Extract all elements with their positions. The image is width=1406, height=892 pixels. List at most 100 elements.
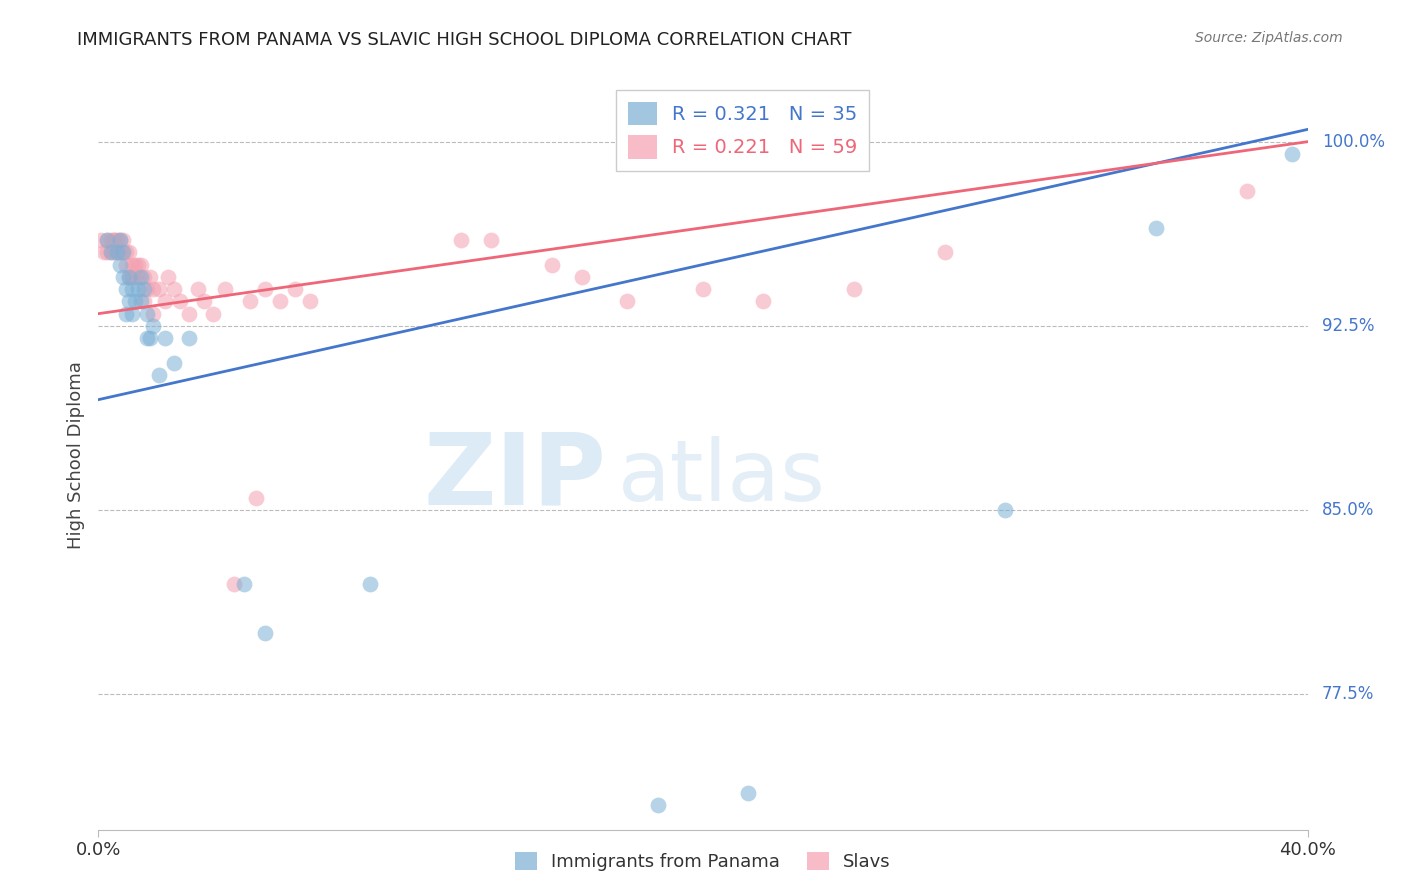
Point <box>163 282 186 296</box>
Point <box>214 282 236 296</box>
Point <box>127 282 149 296</box>
Point <box>737 786 759 800</box>
Point <box>994 503 1017 517</box>
Point <box>139 269 162 284</box>
Point <box>481 233 503 247</box>
Point <box>142 307 165 321</box>
Point <box>127 258 149 272</box>
Point <box>187 282 209 296</box>
Point <box>135 282 157 296</box>
Point <box>844 282 866 296</box>
Point <box>269 294 291 309</box>
Point <box>752 294 775 309</box>
Point <box>108 258 131 272</box>
Point <box>129 269 152 284</box>
Point <box>111 269 134 284</box>
Point <box>135 331 157 345</box>
Point <box>1144 220 1167 235</box>
Point <box>284 282 307 296</box>
Text: IMMIGRANTS FROM PANAMA VS SLAVIC HIGH SCHOOL DIPLOMA CORRELATION CHART: IMMIGRANTS FROM PANAMA VS SLAVIC HIGH SC… <box>77 31 852 49</box>
Point <box>202 307 225 321</box>
Legend: Immigrants from Panama, Slavs: Immigrants from Panama, Slavs <box>508 845 898 879</box>
Point <box>148 368 170 382</box>
Point <box>139 331 162 345</box>
Point <box>100 245 122 260</box>
Legend: R = 0.321   N = 35, R = 0.221   N = 59: R = 0.321 N = 35, R = 0.221 N = 59 <box>616 90 869 170</box>
Point <box>153 294 176 309</box>
Point <box>96 233 118 247</box>
Point <box>100 233 122 247</box>
Point <box>253 626 276 640</box>
Text: Source: ZipAtlas.com: Source: ZipAtlas.com <box>1195 31 1343 45</box>
Point <box>108 233 131 247</box>
Point <box>540 258 562 272</box>
Point <box>105 233 128 247</box>
Point <box>616 294 638 309</box>
Point <box>105 245 128 260</box>
Point <box>360 577 382 591</box>
Text: 100.0%: 100.0% <box>1322 133 1385 151</box>
Point <box>934 245 956 260</box>
Point <box>111 233 134 247</box>
Point <box>124 294 146 309</box>
Point <box>142 318 165 333</box>
Text: atlas: atlas <box>619 436 827 519</box>
Point <box>132 282 155 296</box>
Point <box>647 797 669 812</box>
Point <box>1281 147 1303 161</box>
Point <box>111 245 134 260</box>
Point <box>93 245 115 260</box>
Point <box>114 245 136 260</box>
Point <box>156 269 179 284</box>
Point <box>108 233 131 247</box>
Point <box>118 269 141 284</box>
Text: ZIP: ZIP <box>423 429 606 526</box>
Y-axis label: High School Diploma: High School Diploma <box>66 361 84 549</box>
Point <box>224 577 246 591</box>
Point <box>111 245 134 260</box>
Text: 85.0%: 85.0% <box>1322 501 1375 519</box>
Point <box>121 282 143 296</box>
Point <box>571 269 593 284</box>
Point <box>193 294 215 309</box>
Point <box>1236 184 1258 198</box>
Point <box>142 282 165 296</box>
Point <box>253 282 276 296</box>
Point <box>114 258 136 272</box>
Point <box>450 233 472 247</box>
Point <box>121 269 143 284</box>
Text: 77.5%: 77.5% <box>1322 685 1375 704</box>
Point <box>118 294 141 309</box>
Point <box>179 307 201 321</box>
Point <box>103 245 125 260</box>
Point <box>103 233 125 247</box>
Point <box>132 294 155 309</box>
Point <box>90 233 112 247</box>
Point <box>692 282 714 296</box>
Point <box>148 282 170 296</box>
Point <box>96 245 118 260</box>
Point <box>114 282 136 296</box>
Point <box>108 245 131 260</box>
Point <box>232 577 254 591</box>
Text: 92.5%: 92.5% <box>1322 317 1375 334</box>
Point <box>179 331 201 345</box>
Point <box>135 307 157 321</box>
Point <box>103 233 125 247</box>
Point <box>129 258 152 272</box>
Point <box>132 269 155 284</box>
Point <box>245 491 267 505</box>
Point <box>121 258 143 272</box>
Point <box>118 269 141 284</box>
Point <box>163 356 186 370</box>
Point <box>127 269 149 284</box>
Point <box>828 835 851 849</box>
Point <box>114 307 136 321</box>
Point <box>100 245 122 260</box>
Point <box>239 294 262 309</box>
Point <box>124 258 146 272</box>
Point <box>105 245 128 260</box>
Point <box>96 233 118 247</box>
Point <box>121 307 143 321</box>
Point <box>129 294 152 309</box>
